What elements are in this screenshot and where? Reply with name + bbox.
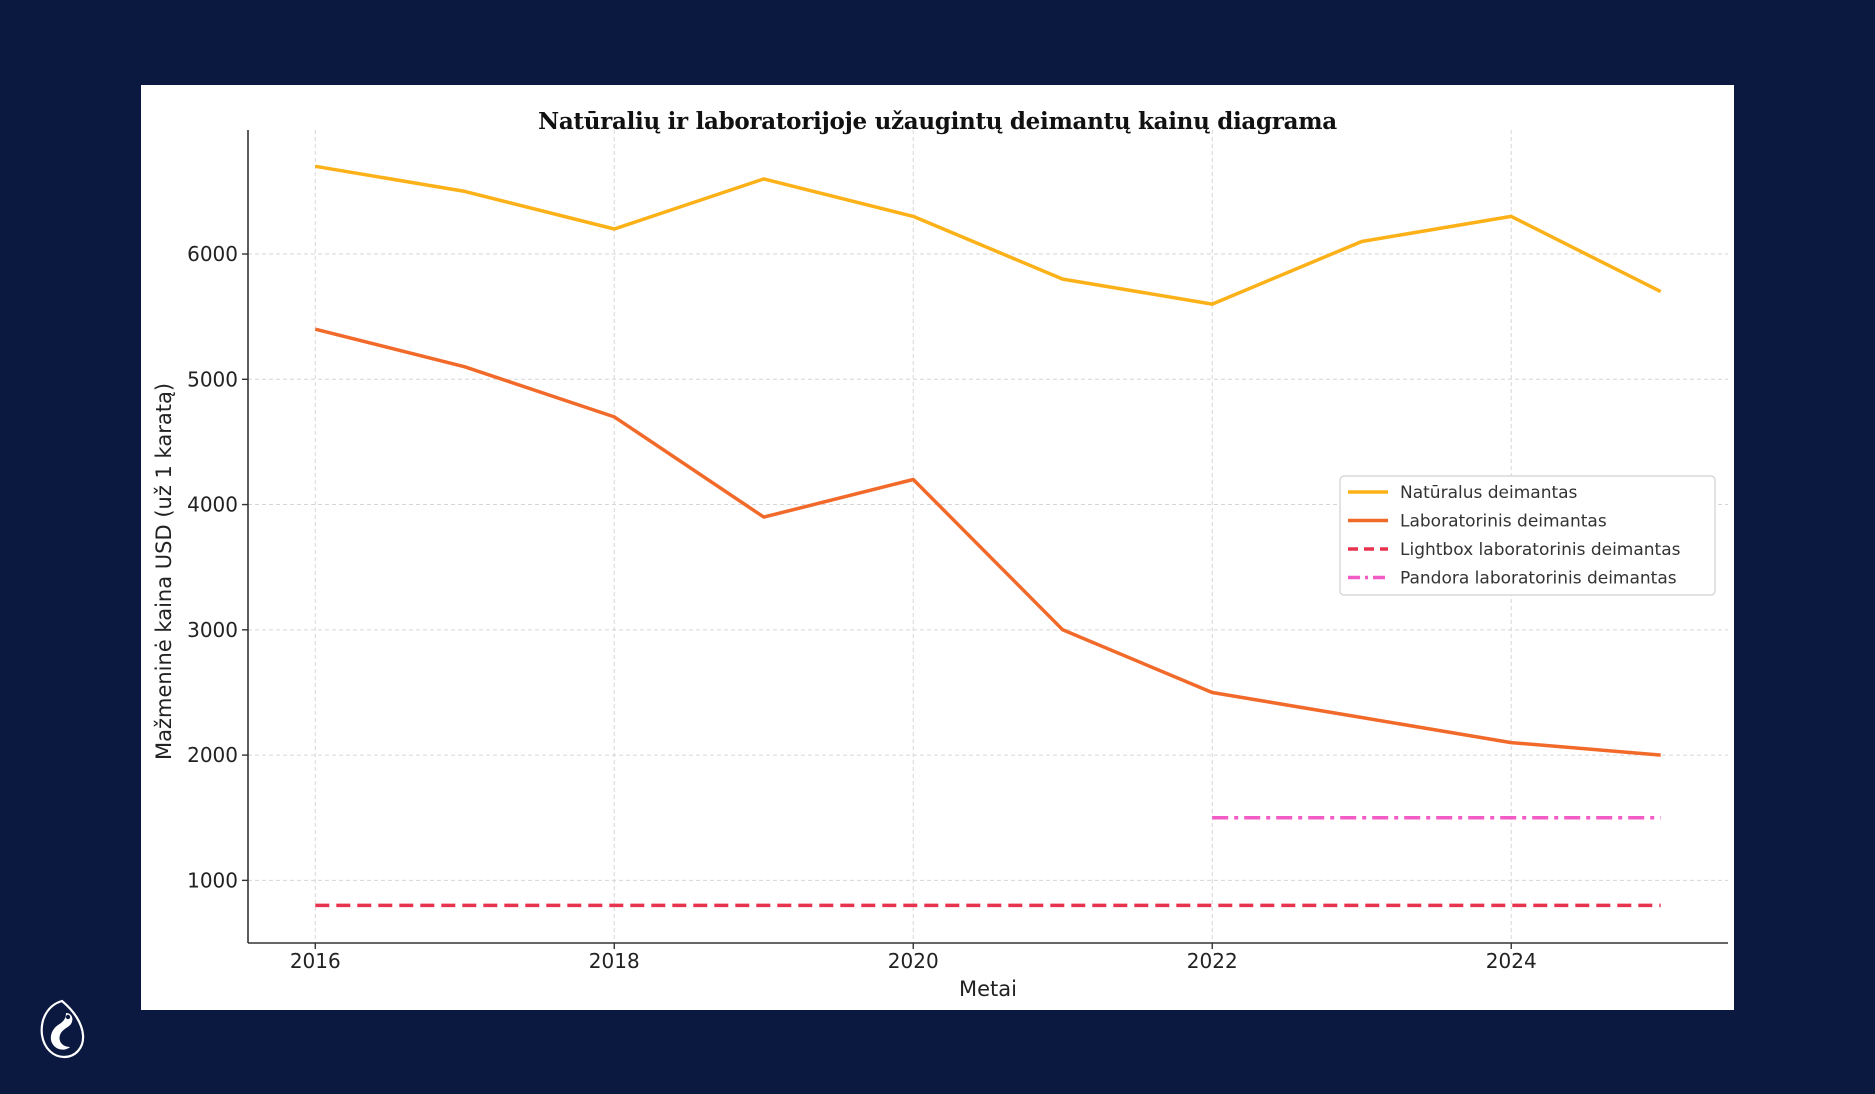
- data-point: [1210, 816, 1214, 820]
- data-point: [1659, 753, 1663, 757]
- data-point: [1210, 690, 1214, 694]
- y-axis-label: Mažmeninė kaina USD (už 1 karatą): [152, 383, 176, 760]
- chart-svg: 2016 2018 2020 2022 2024 1000 2000 3000 4000 5000…: [152, 130, 1728, 1001]
- x-axis-label: Metai: [959, 977, 1017, 1001]
- data-point: [1659, 903, 1663, 907]
- data-point: [612, 415, 616, 419]
- x-tick-label: 2018: [589, 949, 640, 973]
- data-point: [911, 214, 915, 218]
- legend-label: Natūralus deimantas: [1400, 483, 1578, 503]
- data-point: [1061, 628, 1065, 632]
- data-point: [1659, 816, 1663, 820]
- data-point: [1061, 277, 1065, 281]
- data-point: [1360, 903, 1364, 907]
- data-point: [762, 515, 766, 519]
- data-point: [911, 903, 915, 907]
- legend-label: Lightbox laboratorinis deimantas: [1400, 540, 1681, 560]
- y-tick-label: 6000: [187, 242, 238, 266]
- series-line-2: [314, 327, 1661, 757]
- y-tick-label: 5000: [187, 367, 238, 391]
- data-point: [1659, 290, 1663, 294]
- data-point: [1509, 741, 1513, 745]
- data-point: [313, 327, 317, 331]
- data-point: [762, 177, 766, 181]
- data-point: [612, 903, 616, 907]
- data-point: [1360, 239, 1364, 243]
- data-point: [1509, 903, 1513, 907]
- y-tick-label: 2000: [187, 743, 238, 767]
- data-point: [463, 365, 467, 369]
- data-point: [1210, 903, 1214, 907]
- legend-label: Pandora laboratorinis deimantas: [1400, 569, 1677, 589]
- data-point: [1509, 214, 1513, 218]
- data-point: [313, 164, 317, 168]
- data-point: [313, 903, 317, 907]
- data-point: [1061, 903, 1065, 907]
- y-tick-label: 1000: [187, 868, 238, 892]
- data-point: [762, 903, 766, 907]
- y-tick-label: 4000: [187, 493, 238, 517]
- data-point: [1509, 816, 1513, 820]
- data-point: [463, 189, 467, 193]
- x-tick-label: 2020: [888, 949, 939, 973]
- brand-logo-icon: [40, 999, 85, 1059]
- legend-box: [1339, 475, 1716, 596]
- data-point: [463, 903, 467, 907]
- data-point: [1360, 716, 1364, 720]
- x-tick-label: 2022: [1187, 949, 1238, 973]
- data-point: [1210, 302, 1214, 306]
- legend-label: Laboratorinis deimantas: [1400, 512, 1607, 532]
- x-tick-label: 2016: [290, 949, 341, 973]
- series-line-1: [315, 164, 1662, 306]
- chart-title: Natūralių ir laboratorijoje užaugintų de…: [538, 108, 1337, 135]
- data-point: [1360, 816, 1364, 820]
- x-tick-label: 2024: [1486, 949, 1537, 973]
- y-tick-label: 3000: [187, 618, 238, 642]
- chart-card: 2016 2018 2020 2022 2024 1000 2000 3000 4000 5000…: [141, 85, 1734, 1010]
- data-point: [612, 227, 616, 231]
- data-point: [911, 478, 915, 482]
